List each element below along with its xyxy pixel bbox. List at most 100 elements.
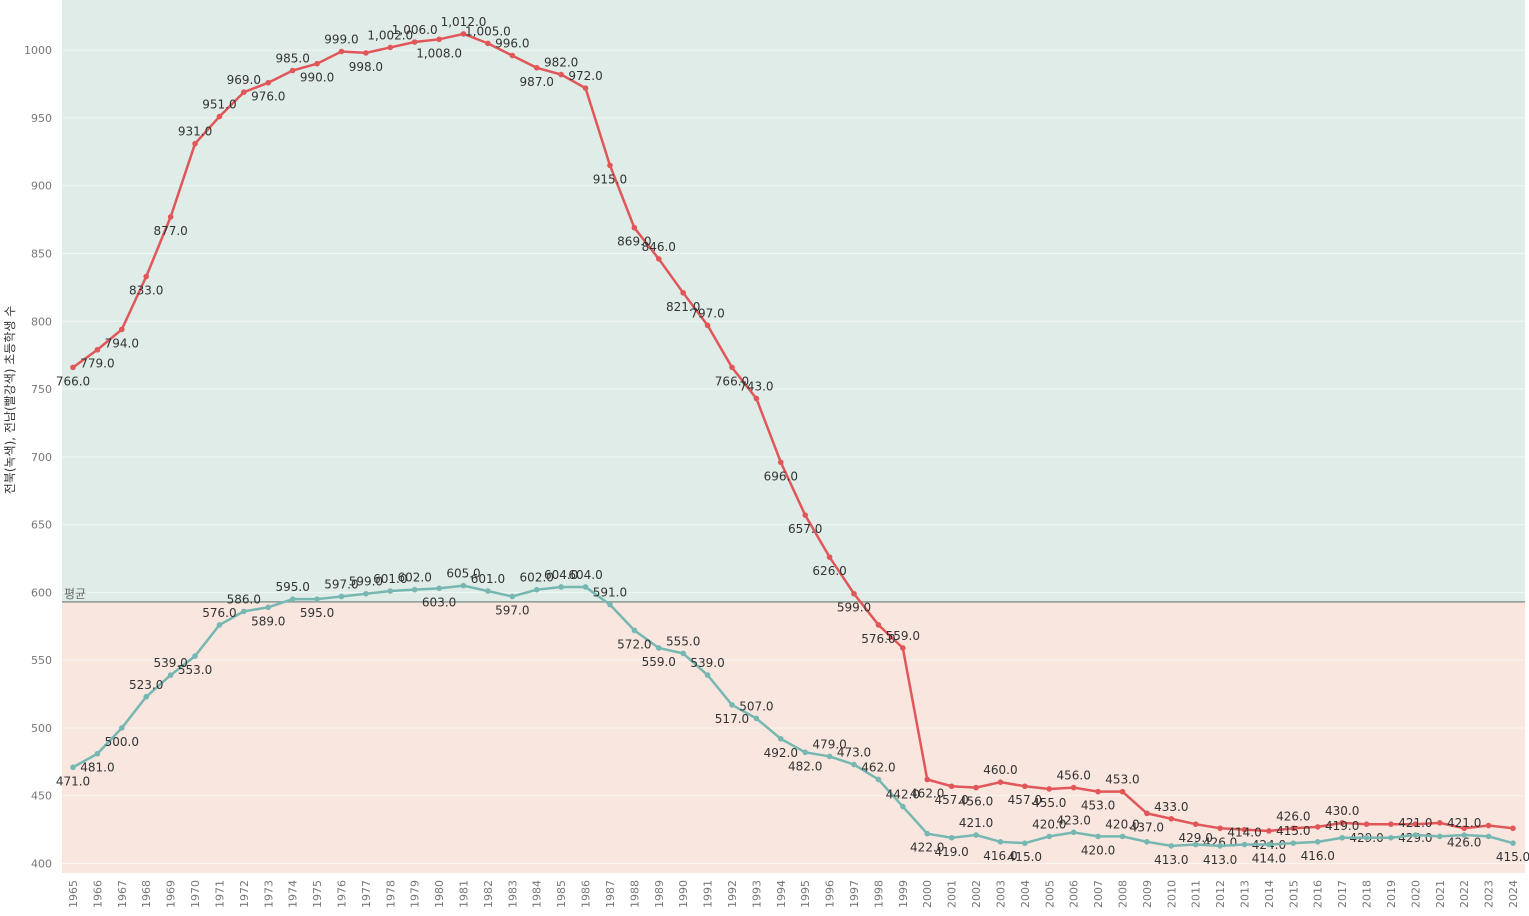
x-tick-label: 2016 xyxy=(1312,880,1325,908)
point xyxy=(1436,833,1443,840)
data-label: 492.0 xyxy=(764,746,798,760)
x-tick-label: 2001 xyxy=(946,880,959,908)
data-label: 462.0 xyxy=(910,786,944,800)
y-tick-label: 900 xyxy=(31,180,52,193)
x-tick-label: 1994 xyxy=(775,880,788,908)
band-below xyxy=(62,601,1525,873)
x-tick-label: 1978 xyxy=(384,880,397,908)
point xyxy=(1290,840,1297,846)
point xyxy=(802,749,809,756)
data-label: 996.0 xyxy=(495,37,529,51)
point xyxy=(70,764,76,771)
x-tick-label: 1979 xyxy=(409,880,422,908)
point xyxy=(533,64,540,71)
point xyxy=(1192,821,1199,827)
point xyxy=(1339,834,1345,841)
data-label: 985.0 xyxy=(275,51,309,65)
point xyxy=(387,588,394,594)
data-label: 416.0 xyxy=(983,849,1017,863)
y-tick-label: 750 xyxy=(31,383,52,396)
point xyxy=(192,140,198,147)
x-tick-label: 1984 xyxy=(531,880,544,908)
data-label: 797.0 xyxy=(690,306,724,320)
data-label: 794.0 xyxy=(105,336,139,350)
data-label: 471.0 xyxy=(56,774,90,788)
data-label: 982.0 xyxy=(544,56,578,70)
data-label: 951.0 xyxy=(202,98,236,112)
point xyxy=(1070,829,1077,836)
point xyxy=(1314,839,1321,845)
point xyxy=(924,830,931,837)
point xyxy=(631,627,638,634)
data-label: 1,008.0 xyxy=(416,46,462,60)
data-label: 605.0 xyxy=(446,567,480,581)
point xyxy=(1168,843,1175,849)
data-label: 500.0 xyxy=(105,735,139,749)
point xyxy=(533,586,540,593)
point xyxy=(729,702,735,708)
y-tick-label: 950 xyxy=(31,112,52,125)
data-label: 456.0 xyxy=(959,795,993,809)
data-label: 987.0 xyxy=(520,75,554,89)
point xyxy=(411,586,418,593)
data-label: 482.0 xyxy=(788,759,822,773)
point xyxy=(1290,825,1297,832)
point xyxy=(607,162,613,169)
data-label: 479.0 xyxy=(812,737,846,751)
point xyxy=(363,50,369,56)
data-label: 523.0 xyxy=(129,678,163,692)
point xyxy=(1412,832,1419,838)
data-label: 539.0 xyxy=(153,656,187,670)
point xyxy=(948,783,955,790)
point xyxy=(1217,825,1223,832)
data-label: 976.0 xyxy=(251,90,285,104)
point xyxy=(167,672,174,678)
data-label: 1,002.0 xyxy=(367,28,413,42)
point xyxy=(436,36,442,43)
x-tick-label: 2015 xyxy=(1287,880,1300,908)
x-tick-label: 2011 xyxy=(1190,880,1203,908)
point xyxy=(460,31,467,37)
data-label: 696.0 xyxy=(764,469,798,483)
data-label: 846.0 xyxy=(642,240,676,254)
point xyxy=(1046,833,1053,840)
data-label: 462.0 xyxy=(861,760,895,774)
point xyxy=(436,585,442,592)
point xyxy=(485,588,491,594)
x-tick-label: 2019 xyxy=(1385,880,1398,908)
x-tick-label: 2020 xyxy=(1409,880,1422,908)
data-label: 766.0 xyxy=(56,374,90,388)
point xyxy=(997,779,1004,785)
data-label: 595.0 xyxy=(300,606,334,620)
data-label: 453.0 xyxy=(1105,773,1139,787)
data-label: 481.0 xyxy=(80,761,114,775)
point xyxy=(607,601,613,608)
point xyxy=(851,761,857,768)
point xyxy=(1241,826,1248,833)
point xyxy=(704,322,711,329)
x-tick-label: 1989 xyxy=(653,880,666,908)
point xyxy=(1070,784,1077,791)
point xyxy=(1436,820,1443,826)
data-label: 972.0 xyxy=(568,69,602,83)
x-tick-label: 1998 xyxy=(872,880,885,908)
data-label: 599.0 xyxy=(837,601,871,615)
x-tick-label: 1993 xyxy=(750,880,763,908)
x-tick-label: 2024 xyxy=(1507,880,1520,908)
y-axis-title: 전북(녹색), 전남(빨강색) 초등학생 수 xyxy=(3,306,17,495)
data-label: 998.0 xyxy=(349,60,383,74)
point xyxy=(1144,839,1150,845)
data-label: 517.0 xyxy=(715,712,749,726)
x-tick-label: 1971 xyxy=(213,880,226,908)
point xyxy=(363,590,369,597)
point xyxy=(1192,841,1199,848)
data-label: 414.0 xyxy=(1227,826,1261,840)
point xyxy=(1363,821,1370,827)
point xyxy=(729,364,735,371)
data-label: 559.0 xyxy=(886,629,920,643)
data-label: 969.0 xyxy=(227,73,261,87)
line xyxy=(72,584,1514,848)
point xyxy=(704,672,711,678)
point xyxy=(387,44,394,51)
